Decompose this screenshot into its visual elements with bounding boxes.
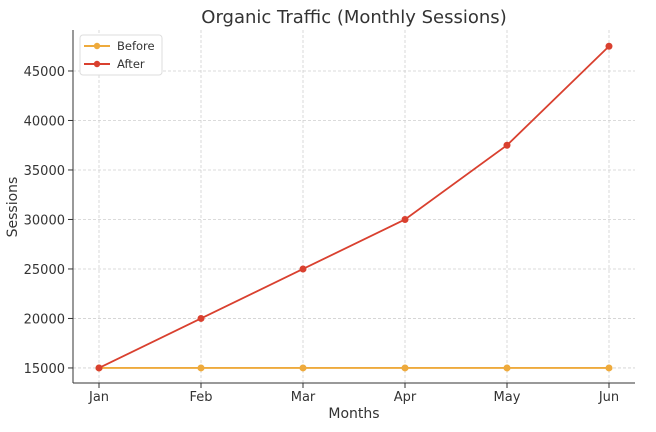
legend-label-before: Before bbox=[117, 39, 155, 53]
y-tick-label: 35000 bbox=[24, 164, 65, 179]
data-point-before bbox=[503, 364, 511, 372]
x-axis-label: Months bbox=[328, 406, 379, 422]
y-axis-label: Sessions bbox=[5, 177, 21, 238]
y-tick-label: 15000 bbox=[24, 362, 65, 377]
data-point-after bbox=[299, 265, 307, 273]
y-tick-label: 30000 bbox=[24, 213, 65, 228]
data-point-before bbox=[605, 364, 613, 372]
legend-marker-after bbox=[93, 60, 101, 68]
x-tick-label: May bbox=[494, 390, 521, 405]
legend-marker-before bbox=[93, 42, 101, 50]
y-tick-label: 45000 bbox=[24, 65, 65, 80]
legend-label-after: After bbox=[117, 57, 145, 71]
data-point-before bbox=[299, 364, 307, 372]
chart-title: Organic Traffic (Monthly Sessions) bbox=[201, 7, 506, 28]
y-tick-label: 25000 bbox=[24, 263, 65, 278]
series-layer bbox=[95, 42, 613, 372]
data-point-after bbox=[503, 141, 511, 149]
series-line-after bbox=[98, 45, 610, 369]
x-tick-label: Mar bbox=[291, 390, 316, 405]
data-point-before bbox=[197, 364, 205, 372]
x-tick-label: Apr bbox=[394, 390, 417, 405]
x-tick-label: Feb bbox=[189, 390, 212, 405]
x-tick-label: Jun bbox=[598, 390, 619, 405]
axes: Jan Feb Mar Apr May Jun 15000 20000 25000 30000 35… bbox=[24, 30, 635, 405]
data-point-after bbox=[605, 42, 613, 50]
y-tick-label: 20000 bbox=[24, 312, 65, 327]
y-tick-label: 40000 bbox=[24, 114, 65, 129]
legend: Before After bbox=[79, 34, 163, 76]
data-point-after bbox=[95, 364, 103, 372]
grid bbox=[73, 30, 635, 383]
data-point-before bbox=[401, 364, 409, 372]
data-point-after bbox=[197, 314, 205, 322]
x-tick-label: Jan bbox=[88, 390, 109, 405]
data-point-after bbox=[401, 215, 409, 223]
